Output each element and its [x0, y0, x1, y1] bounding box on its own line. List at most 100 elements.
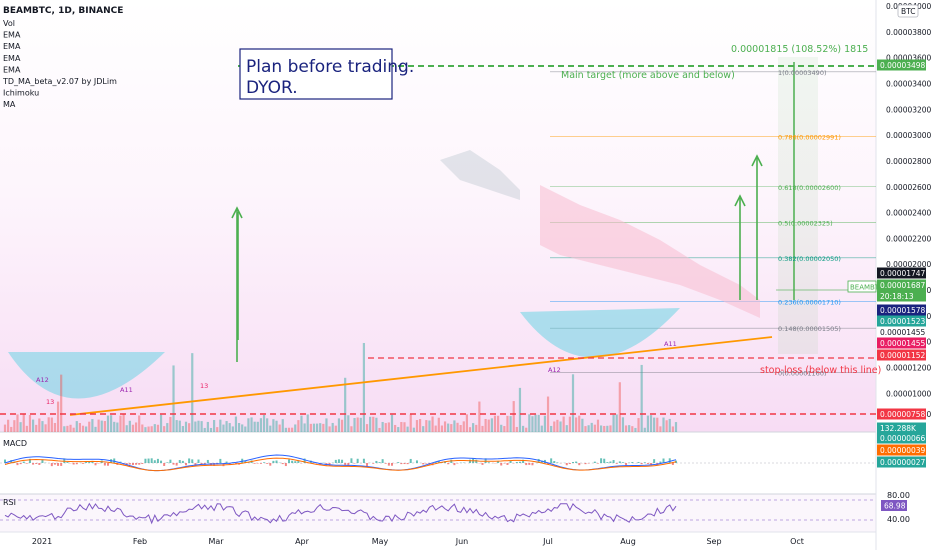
- indicator-legend-item[interactable]: EMA: [3, 54, 21, 63]
- volume-bar: [241, 424, 243, 432]
- volume-bar: [581, 419, 583, 432]
- macd-histogram-bar: [66, 462, 68, 463]
- volume-bar: [291, 428, 293, 432]
- indicator-legend-item[interactable]: TD_MA_beta_v2.07 by JDLim: [2, 77, 117, 86]
- price-tick: 0.00002400: [886, 209, 932, 218]
- volume-bar: [509, 416, 511, 432]
- time-tick: Jun: [455, 537, 469, 546]
- fib-level-label: 1(0.00003490): [778, 69, 827, 77]
- indicator-legend-item[interactable]: EMA: [3, 42, 21, 51]
- volume-bar: [438, 418, 440, 432]
- indicator-legend-item[interactable]: MA: [3, 100, 16, 109]
- volume-bar: [219, 420, 221, 432]
- volume-bar: [394, 425, 396, 432]
- price-badge-text: 0.00001455: [880, 328, 926, 337]
- volume-bar: [503, 426, 505, 432]
- macd-histogram-bar: [600, 458, 602, 463]
- macd-histogram-bar: [578, 463, 580, 465]
- volume-bar: [325, 418, 327, 432]
- volume-bar: [341, 420, 343, 432]
- volume-bar: [332, 423, 334, 432]
- volume-bar: [26, 426, 28, 432]
- volume-bar: [207, 422, 209, 432]
- price-tick: 0.00001200: [886, 364, 932, 373]
- macd-histogram-bar: [669, 458, 671, 463]
- volume-bar: [481, 426, 483, 432]
- volume-bar: [653, 418, 655, 432]
- volume-bar: [650, 415, 652, 432]
- volume-bar: [453, 420, 455, 432]
- volume-bar: [119, 416, 121, 432]
- fib-level-label: 0.236(0.00001710): [778, 299, 841, 307]
- macd-histogram-bar: [148, 459, 150, 463]
- macd-histogram-bar: [138, 463, 140, 465]
- volume-bar: [400, 422, 402, 432]
- macd-histogram-bar: [57, 463, 59, 466]
- volume-bar: [310, 424, 312, 432]
- macd-histogram-bar: [625, 463, 627, 465]
- macd-histogram-bar: [422, 463, 424, 464]
- volume-bar: [288, 428, 290, 432]
- volume-bar: [44, 424, 46, 432]
- volume-bar: [444, 421, 446, 432]
- volume-bar: [182, 426, 184, 432]
- macd-histogram-bar: [294, 461, 296, 463]
- volume-bar: [475, 425, 477, 432]
- indicator-legend-item[interactable]: EMA: [3, 31, 21, 40]
- macd-histogram-bar: [375, 461, 377, 463]
- volume-bar: [466, 414, 468, 432]
- macd-histogram-bar: [519, 462, 521, 463]
- rsi-tick-40: 40.00: [887, 515, 910, 524]
- volume-bar: [322, 424, 324, 432]
- annotation-line-2: DYOR.: [246, 78, 298, 98]
- volume-bar: [531, 416, 533, 432]
- macd-histogram-bar: [616, 463, 618, 464]
- indicator-legend-item[interactable]: Vol: [3, 19, 15, 28]
- macd-histogram-bar: [95, 463, 97, 465]
- volume-bar: [516, 427, 518, 432]
- volume-bar: [263, 415, 265, 432]
- macd-badge-text: 0.00000066: [880, 434, 926, 443]
- macd-histogram-bar: [659, 462, 661, 463]
- macd-histogram-bar: [619, 461, 621, 463]
- macd-histogram-bar: [397, 462, 399, 463]
- macd-histogram-bar: [163, 463, 165, 466]
- volume-bar: [609, 425, 611, 432]
- volume-bar: [126, 425, 128, 432]
- volume-bar: [506, 416, 508, 432]
- macd-histogram-bar: [575, 462, 577, 463]
- volume-bar: [213, 420, 215, 432]
- volume-bar: [360, 418, 362, 432]
- time-tick: Feb: [133, 537, 147, 546]
- indicator-legend-item[interactable]: Ichimoku: [3, 89, 39, 98]
- volume-bar: [222, 425, 224, 432]
- volume-bar: [32, 420, 34, 432]
- volume-bar: [491, 418, 493, 432]
- volume-bar: [631, 426, 633, 432]
- volume-bar: [297, 420, 299, 432]
- macd-histogram-bar: [638, 462, 640, 463]
- volume-bar: [282, 419, 284, 432]
- volume-bar: [497, 416, 499, 432]
- macd-histogram-bar: [553, 461, 555, 463]
- volume-bar: [528, 414, 530, 432]
- volume-bar: [460, 425, 462, 432]
- volume-bar: [385, 423, 387, 432]
- volume-bar: [382, 422, 384, 432]
- volume-bar: [38, 418, 40, 432]
- macd-histogram-bar: [144, 459, 146, 463]
- price-tick: 0.00003000: [886, 131, 932, 140]
- indicator-legend-item[interactable]: EMA: [3, 65, 21, 74]
- volume-bar: [378, 428, 380, 432]
- macd-histogram-bar: [653, 459, 655, 463]
- volume-bar: [179, 421, 181, 432]
- volume-bar: [456, 423, 458, 432]
- volume-bar: [254, 422, 256, 432]
- volume-bar: [413, 428, 415, 432]
- volume-bar: [160, 415, 162, 432]
- volume-bar: [204, 428, 206, 432]
- volume-bar: [534, 415, 536, 432]
